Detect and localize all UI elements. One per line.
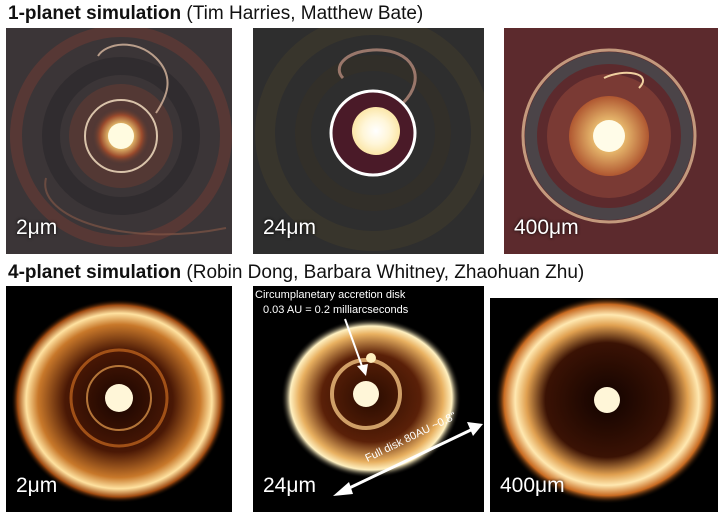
row2-panel-24um: Circumplanetary accretion disk 0.03 AU =…: [253, 286, 484, 512]
row1-title-credits: (Tim Harries, Matthew Bate): [181, 3, 424, 24]
row2-panel-2um-image: [6, 286, 232, 512]
row2-panel-24um-label: 24μm: [263, 474, 316, 497]
row2-panel-2um: 2μm: [6, 286, 232, 512]
row1-panel-2um-label: 2μm: [16, 216, 58, 239]
row2-panel-400um-image: [490, 298, 718, 512]
row1-panel-24um-label: 24μm: [263, 216, 316, 239]
row1-heading: 1-planet simulation (Tim Harries, Matthe…: [8, 3, 423, 25]
row2-panel-24um-image: [253, 286, 484, 512]
row1-panel-2um-image: [6, 28, 232, 254]
row2-panel-400um-label: 400μm: [500, 474, 565, 497]
row2-title-bold: 4-planet simulation: [8, 262, 182, 283]
row2-title-credits: (Robin Dong, Barbara Whitney, Zhaohuan Z…: [181, 262, 585, 283]
row1-panel-24um: 24μm: [253, 28, 484, 254]
annotation-line2: 0.03 AU = 0.2 milliarcseconds: [263, 304, 409, 316]
row1-panel-400um-image: [504, 28, 718, 254]
row1-panel-24um-image: [253, 28, 484, 254]
row1-panel-400um: 400μm: [504, 28, 718, 254]
circumplanetary-annotation: Circumplanetary accretion disk 0.03 AU =…: [255, 288, 408, 318]
row2-panel-400um: 400μm: [490, 298, 718, 512]
row1-panel-400um-label: 400μm: [514, 216, 579, 239]
row1-panel-2um: 2μm: [6, 28, 232, 254]
row2-heading: 4-planet simulation (Robin Dong, Barbara…: [8, 262, 584, 284]
row2-panel-2um-label: 2μm: [16, 474, 58, 497]
annotation-line1: Circumplanetary accretion disk: [255, 289, 406, 301]
row1-title-bold: 1-planet simulation: [8, 3, 182, 24]
